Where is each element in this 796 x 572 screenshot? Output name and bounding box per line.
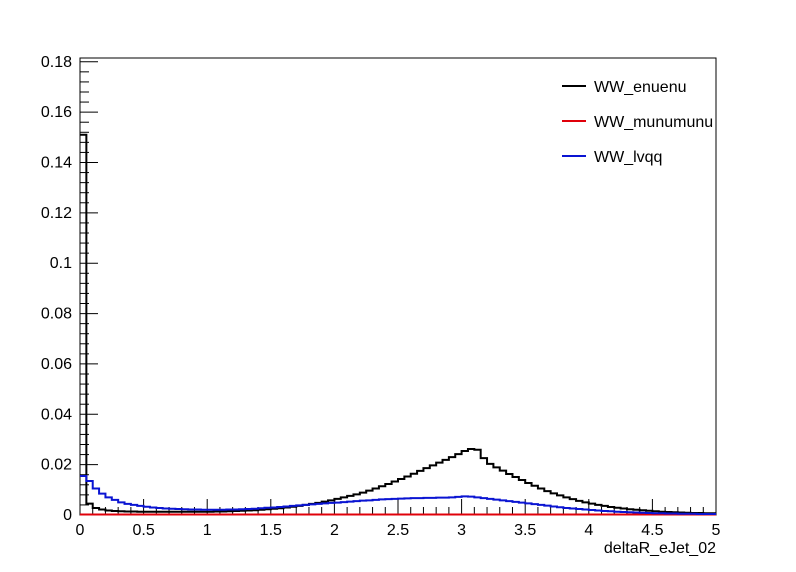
legend-label: WW_lvqq (594, 149, 662, 166)
x-tick-label: 3.5 (514, 522, 536, 539)
y-tick-label: 0 (63, 507, 72, 524)
x-tick-label: 0 (76, 522, 85, 539)
y-tick-label: 0.02 (41, 457, 72, 474)
x-tick-label: 2.5 (387, 522, 409, 539)
x-tick-label: 4.5 (641, 522, 663, 539)
x-tick-label: 2 (330, 522, 339, 539)
legend-label: WW_munumunu (594, 114, 713, 131)
series-ww-enuenu (80, 133, 716, 515)
series-ww-lvqq (80, 474, 716, 515)
y-tick-label: 0.04 (41, 406, 72, 423)
tick-labels: 0 0.5 1 1.5 2 2.5 3 3.5 4 4.5 5 0 0.02 0.04 0.06 0.08 0.… (41, 54, 721, 539)
y-tick-label: 0.14 (41, 154, 72, 171)
y-tick-label: 0.06 (41, 356, 72, 373)
x-tick-label: 3 (457, 522, 466, 539)
series-layer (80, 133, 716, 516)
y-tick-label: 0.1 (50, 255, 72, 272)
x-tick-label: 1 (203, 522, 212, 539)
x-tick-label: 4 (584, 522, 593, 539)
y-tick-label: 0.18 (41, 54, 72, 71)
y-tick-label: 0.16 (41, 104, 72, 121)
x-axis-title: deltaR_eJet_02 (604, 540, 716, 557)
y-tick-label: 0.12 (41, 205, 72, 222)
y-tick-label: 0.08 (41, 306, 72, 323)
legend: WW_enuenu WW_munumunu WW_lvqq (562, 79, 713, 166)
x-tick-label: 1.5 (260, 522, 282, 539)
x-tick-label: 0.5 (132, 522, 154, 539)
legend-label: WW_enuenu (594, 79, 687, 96)
x-tick-label: 5 (712, 522, 721, 539)
